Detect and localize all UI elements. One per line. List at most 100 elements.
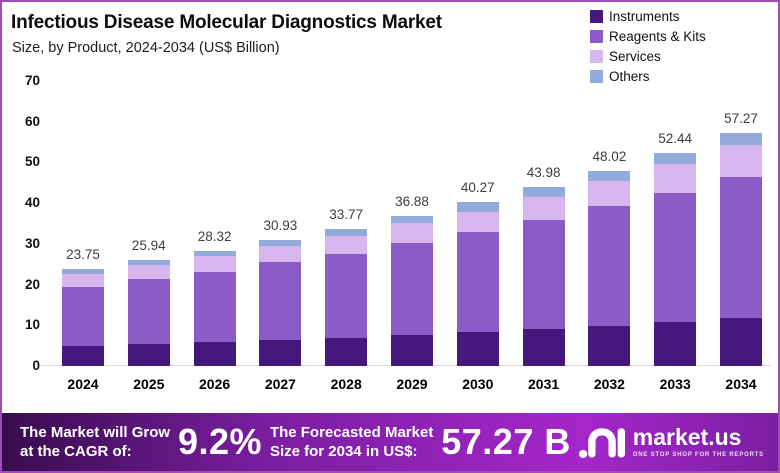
- legend-item-reagents-kits: Reagents & Kits: [590, 27, 706, 46]
- bottom-banner: The Market will Grow at the CAGR of: 9.2…: [2, 413, 778, 471]
- x-tick-label: 2034: [725, 376, 757, 392]
- bar-segment-reagents-kits: [456, 232, 499, 332]
- bar-segment-services: [127, 265, 170, 280]
- cagr-label: The Market will Grow at the CAGR of:: [20, 423, 171, 461]
- bar-segment-services: [456, 211, 499, 233]
- bar-value-label: 33.77: [329, 206, 364, 222]
- bar-segment-reagents-kits: [127, 279, 170, 344]
- bar-segment-instruments: [193, 341, 236, 366]
- brand-name: market.us: [632, 424, 742, 450]
- bar-group-2034: [720, 81, 762, 366]
- bar-group-2031: [522, 81, 565, 366]
- bar-segment-instruments: [588, 326, 631, 366]
- forecast-label: The Forecasted Market Size for 2034 in U…: [269, 423, 434, 461]
- bar-segment-reagents-kits: [654, 192, 697, 323]
- legend-swatch: [590, 10, 603, 23]
- bar-segment-reagents-kits: [588, 206, 631, 327]
- bar-segment-others: [522, 186, 565, 198]
- bar-segment-instruments: [62, 345, 104, 366]
- bar-segment-services: [62, 274, 104, 288]
- legend-swatch: [590, 30, 603, 43]
- bar-group-2030: [456, 81, 499, 366]
- bar-group-2025: [127, 81, 170, 366]
- bar-group-2026: [193, 81, 236, 366]
- brand-tagline: ONE STOP SHOP FOR THE REPORTS: [632, 452, 764, 458]
- bar-value-label: 28.32: [197, 228, 232, 244]
- y-axis: 0 10 20 30 40 50 60 70: [6, 73, 40, 373]
- bar-value-label: 25.94: [131, 238, 166, 254]
- bar-segment-instruments: [654, 322, 697, 366]
- market-us-logo-text: market.us ONE STOP SHOP FOR THE REPORTS: [632, 424, 764, 459]
- y-tick-label: 0: [32, 358, 40, 373]
- y-tick-label: 20: [24, 276, 40, 292]
- bar-group-2028: [325, 81, 368, 366]
- bar-segment-reagents-kits: [522, 220, 565, 329]
- bar-segment-services: [325, 235, 368, 255]
- bar-value-label: 48.02: [592, 148, 627, 164]
- legend-swatch: [590, 70, 603, 83]
- bar-value-label: 43.98: [526, 164, 561, 180]
- legend-label: Services: [609, 49, 661, 64]
- market-us-logo: market.us ONE STOP SHOP FOR THE REPORTS: [578, 424, 764, 459]
- bar-segment-others: [720, 132, 762, 145]
- x-tick-label: 2032: [593, 376, 625, 392]
- bar-segment-others: [456, 202, 499, 212]
- x-tick-label: 2025: [133, 376, 165, 392]
- bar-segment-services: [259, 245, 302, 262]
- bar-segment-instruments: [127, 343, 170, 366]
- chart-title: Infectious Disease Molecular Diagnostics…: [11, 12, 442, 33]
- bar-value-label: 36.88: [395, 193, 429, 209]
- bar-segment-others: [654, 152, 697, 165]
- chart-subtitle: Size, by Product, 2024-2034 (US$ Billion…: [12, 40, 280, 56]
- bar-value-label: 30.93: [263, 218, 298, 234]
- x-tick-label: 2028: [330, 376, 362, 392]
- bar-value-label: 23.75: [66, 247, 100, 263]
- bar-segment-instruments: [325, 337, 368, 366]
- bar-group-2033: [654, 81, 697, 366]
- x-tick-label: 2031: [528, 376, 560, 392]
- bar-segment-services: [193, 255, 236, 272]
- bar-group-2029: [391, 81, 433, 366]
- bar-segment-reagents-kits: [259, 261, 302, 340]
- bar-segment-others: [127, 260, 170, 266]
- legend-label: Others: [609, 69, 650, 84]
- bar-segment-instruments: [522, 328, 565, 366]
- bar-segment-others: [325, 228, 368, 236]
- bar-value-label: 40.27: [460, 180, 495, 196]
- bar-segment-others: [588, 170, 631, 181]
- y-tick-label: 50: [24, 154, 40, 170]
- bar-segment-reagents-kits: [193, 271, 236, 342]
- y-tick-label: 60: [24, 113, 40, 129]
- bar-group-2032: [588, 81, 631, 366]
- x-tick-label: 2024: [67, 376, 99, 392]
- x-tick-label: 2030: [462, 376, 494, 392]
- bar-segment-reagents-kits: [62, 287, 104, 346]
- bar-group-2027: [259, 81, 302, 366]
- bar-segment-others: [62, 269, 104, 275]
- bar-segment-instruments: [720, 317, 762, 366]
- bar-segment-instruments: [391, 334, 433, 366]
- bar-segment-services: [720, 144, 762, 178]
- y-tick-label: 40: [24, 195, 40, 211]
- y-tick-label: 30: [24, 235, 40, 251]
- bar-segment-services: [391, 223, 433, 244]
- bar-segment-instruments: [456, 331, 499, 366]
- legend: Instruments Reagents & Kits Services Others: [590, 7, 706, 86]
- y-tick-label: 10: [24, 317, 40, 333]
- bar-segment-services: [654, 164, 697, 193]
- legend-label: Instruments: [609, 9, 680, 24]
- bar-value-label: 57.27: [724, 110, 758, 126]
- cagr-value: 9.2%: [177, 421, 263, 462]
- y-tick-label: 70: [24, 73, 40, 88]
- x-tick-label: 2027: [264, 376, 296, 392]
- bar-segment-others: [259, 240, 302, 246]
- bar-segment-instruments: [259, 339, 302, 366]
- bar-group-2024: [62, 81, 104, 366]
- bar-segment-services: [588, 180, 631, 207]
- bar-segment-reagents-kits: [325, 254, 368, 338]
- forecast-value: 57.27 B: [441, 421, 571, 462]
- legend-item-services: Services: [590, 47, 706, 66]
- bar-segment-services: [522, 197, 565, 221]
- x-tick-label: 2026: [199, 376, 231, 392]
